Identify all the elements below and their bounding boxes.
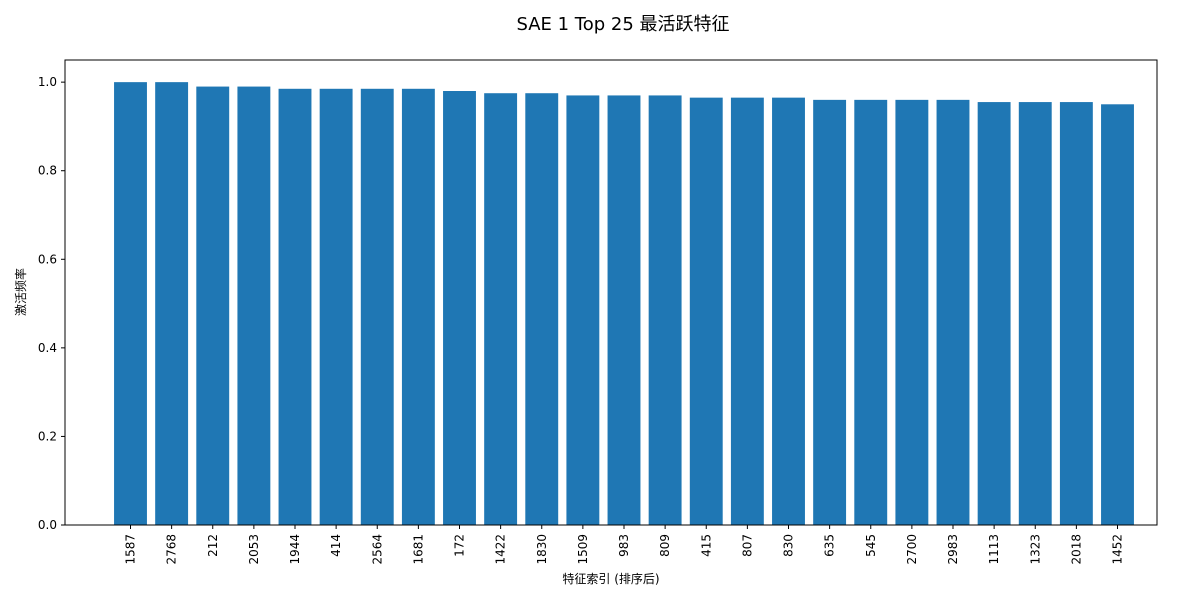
x-tick-label: 212	[206, 534, 220, 557]
bar-1944	[278, 88, 312, 525]
bar-807	[730, 97, 764, 525]
x-tick-label: 809	[658, 534, 672, 557]
x-tick-label: 414	[329, 534, 343, 557]
x-tick-label: 983	[617, 534, 631, 557]
bar-809	[648, 95, 682, 526]
x-tick-label: 1681	[411, 534, 425, 565]
bar-1452	[1101, 104, 1134, 525]
y-tick-label: 0.8	[38, 164, 57, 178]
x-tick-label: 2564	[370, 534, 384, 565]
x-tick-label: 2053	[247, 534, 261, 565]
bar-2768	[155, 82, 189, 525]
x-tick-label: 1323	[1028, 534, 1042, 565]
bar-2700	[895, 99, 929, 526]
x-tick-label: 1587	[124, 534, 138, 565]
bar-1587	[114, 82, 147, 525]
bar-635	[813, 99, 847, 526]
chart-title: SAE 1 Top 25 最活跃特征	[516, 14, 729, 35]
x-tick-label: 2768	[165, 534, 179, 565]
y-tick-label: 0.4	[38, 341, 57, 355]
bar-415	[689, 97, 723, 525]
bar-983	[607, 95, 641, 526]
x-tick-label: 2983	[946, 534, 960, 565]
x-tick-label: 172	[453, 534, 467, 557]
y-axis-label: 激活频率	[13, 268, 28, 316]
y-axis-ticks: 0.0 0.2 0.4 0.6 0.8 1.0	[38, 75, 65, 532]
bar-172	[443, 91, 476, 525]
bar-414	[319, 88, 353, 525]
bar-2018	[1059, 102, 1093, 525]
bar-2564	[360, 88, 394, 525]
bar-1509	[566, 95, 600, 526]
bar-830	[772, 97, 805, 525]
bar-2983	[936, 99, 970, 526]
bar-1323	[1018, 102, 1052, 525]
x-axis-label: 特征索引 (排序后)	[562, 571, 659, 586]
x-tick-label: 635	[823, 534, 837, 557]
y-tick-label: 1.0	[38, 75, 57, 89]
x-tick-label: 1452	[1111, 534, 1125, 565]
y-tick-label: 0.0	[38, 518, 57, 532]
x-tick-label: 2700	[905, 534, 919, 565]
x-tick-label: 1830	[535, 534, 549, 565]
x-tick-label: 1422	[494, 534, 508, 565]
x-tick-label: 2018	[1069, 534, 1083, 565]
x-tick-label: 545	[864, 534, 878, 557]
x-axis-ticks: 1587 2768 212 2053 1944 414 2564 1681 172 1422 183…	[124, 525, 1125, 565]
plot-frame	[64, 59, 1158, 526]
bar-2053	[237, 86, 271, 525]
x-tick-label: 1944	[288, 534, 302, 565]
bar-1681	[401, 88, 435, 525]
y-tick-label: 0.6	[38, 252, 57, 266]
x-tick-label: 1509	[576, 534, 590, 565]
x-tick-label: 1113	[987, 534, 1001, 565]
y-tick-label: 0.2	[38, 429, 57, 443]
bar-1830	[525, 93, 559, 526]
bar-545	[854, 99, 888, 526]
bar-1113	[977, 102, 1011, 525]
x-tick-label: 807	[740, 534, 754, 557]
bar-212	[196, 86, 230, 525]
x-tick-label: 830	[782, 534, 796, 557]
bars-layer	[114, 82, 1134, 526]
x-tick-label: 415	[699, 534, 713, 557]
bar-1422	[484, 93, 518, 526]
